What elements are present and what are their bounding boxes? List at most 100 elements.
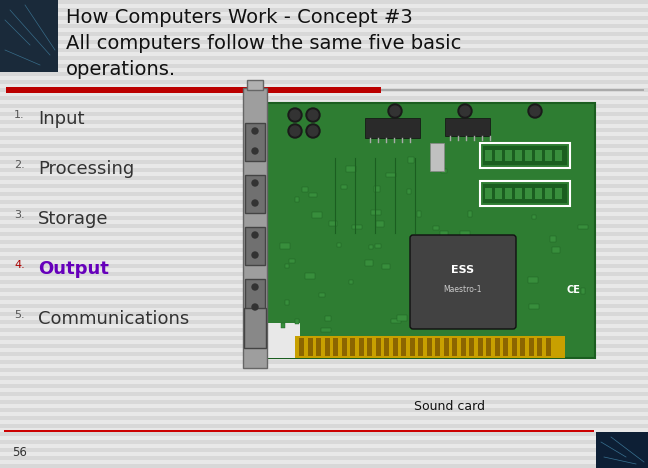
Bar bbox=[0, 256, 648, 260]
Bar bbox=[295, 197, 299, 203]
Circle shape bbox=[388, 104, 402, 118]
Bar bbox=[0, 360, 648, 364]
Circle shape bbox=[252, 128, 258, 134]
Bar bbox=[486, 338, 491, 356]
Bar bbox=[371, 210, 382, 215]
Bar bbox=[0, 280, 648, 284]
Bar bbox=[0, 136, 648, 140]
Bar bbox=[505, 150, 512, 161]
Bar bbox=[505, 188, 512, 199]
Bar bbox=[0, 432, 648, 436]
Bar bbox=[386, 173, 396, 177]
Circle shape bbox=[290, 110, 300, 120]
Circle shape bbox=[288, 124, 302, 138]
Bar bbox=[367, 338, 372, 356]
Text: 2.: 2. bbox=[14, 160, 25, 170]
Bar bbox=[265, 103, 595, 358]
Bar bbox=[461, 338, 465, 356]
Bar bbox=[365, 118, 420, 138]
Bar bbox=[0, 296, 648, 300]
Text: Maestro-1: Maestro-1 bbox=[444, 285, 482, 294]
Bar bbox=[346, 167, 356, 173]
Text: CE: CE bbox=[566, 285, 580, 295]
Bar bbox=[0, 24, 648, 28]
Circle shape bbox=[252, 180, 258, 186]
Text: 56: 56 bbox=[12, 446, 27, 459]
Bar bbox=[397, 315, 408, 321]
Bar bbox=[430, 143, 444, 171]
Bar bbox=[469, 338, 474, 356]
Bar bbox=[0, 456, 648, 460]
Bar bbox=[319, 293, 325, 297]
Bar bbox=[452, 338, 457, 356]
Bar bbox=[0, 80, 648, 84]
Circle shape bbox=[290, 126, 300, 136]
Circle shape bbox=[458, 104, 472, 118]
Bar bbox=[439, 231, 448, 237]
Bar bbox=[0, 0, 58, 72]
Bar bbox=[460, 231, 470, 237]
Bar bbox=[391, 319, 401, 323]
Bar bbox=[401, 338, 406, 356]
Bar bbox=[494, 338, 500, 356]
Bar bbox=[407, 190, 411, 194]
Bar bbox=[369, 245, 373, 249]
Bar bbox=[247, 80, 263, 90]
Bar bbox=[0, 376, 648, 380]
Circle shape bbox=[252, 284, 258, 290]
Text: 3.: 3. bbox=[14, 210, 25, 220]
Bar bbox=[0, 352, 648, 356]
Bar bbox=[0, 384, 648, 388]
Bar bbox=[381, 89, 644, 91]
Bar bbox=[426, 338, 432, 356]
Bar bbox=[393, 338, 397, 356]
Bar bbox=[417, 212, 421, 218]
Bar bbox=[515, 188, 522, 199]
Text: All computers follow the same five basic: All computers follow the same five basic bbox=[66, 34, 461, 53]
Bar bbox=[375, 244, 381, 248]
Bar bbox=[0, 112, 648, 116]
Bar bbox=[309, 193, 317, 197]
Text: 5.: 5. bbox=[14, 310, 25, 320]
Bar bbox=[375, 338, 380, 356]
Text: 1.: 1. bbox=[14, 110, 25, 120]
Bar bbox=[316, 338, 321, 356]
Bar bbox=[0, 248, 648, 252]
Bar bbox=[0, 240, 648, 244]
Bar bbox=[382, 264, 390, 269]
Bar bbox=[0, 208, 648, 212]
Bar bbox=[333, 338, 338, 356]
Bar bbox=[545, 150, 552, 161]
Bar bbox=[529, 338, 533, 356]
Bar bbox=[483, 146, 567, 165]
Circle shape bbox=[390, 106, 400, 116]
Bar bbox=[243, 88, 267, 368]
Bar bbox=[0, 64, 648, 68]
Bar bbox=[0, 200, 648, 204]
Bar bbox=[6, 87, 381, 93]
Bar bbox=[555, 188, 562, 199]
Bar bbox=[0, 288, 648, 292]
Bar bbox=[0, 272, 648, 276]
Bar bbox=[0, 216, 648, 220]
Circle shape bbox=[306, 124, 320, 138]
Bar bbox=[0, 368, 648, 372]
Bar bbox=[244, 308, 266, 348]
Bar bbox=[4, 430, 594, 431]
Bar bbox=[0, 424, 648, 428]
Bar bbox=[483, 184, 567, 203]
Bar bbox=[245, 279, 265, 317]
Bar bbox=[0, 176, 648, 180]
Bar bbox=[0, 464, 648, 468]
Text: Storage: Storage bbox=[38, 210, 108, 228]
Bar bbox=[265, 323, 300, 358]
Bar bbox=[358, 338, 364, 356]
Bar bbox=[0, 304, 648, 308]
Bar bbox=[0, 144, 648, 148]
Bar bbox=[0, 32, 648, 36]
Bar bbox=[0, 88, 648, 92]
Bar bbox=[537, 338, 542, 356]
Bar bbox=[495, 188, 502, 199]
Bar bbox=[550, 235, 556, 241]
Bar bbox=[0, 40, 648, 44]
